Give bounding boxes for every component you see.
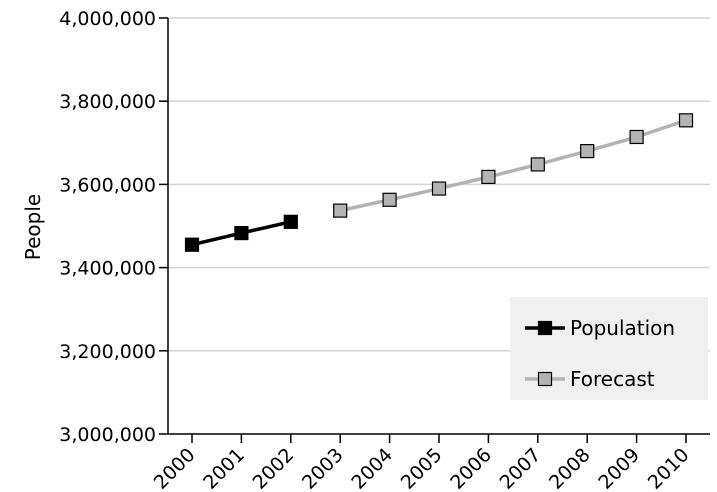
forecast-line — [339, 118, 687, 213]
legend-population-label: Population — [570, 316, 675, 340]
forecast-point — [333, 203, 348, 218]
forecast-point — [431, 181, 447, 196]
y-tick-label: 3,600,000 — [59, 174, 156, 196]
x-tick-label: 2007 — [496, 444, 546, 492]
x-tick-label: 2000 — [150, 444, 200, 492]
forecast-point — [382, 192, 397, 207]
x-tick-label: 2004 — [347, 444, 397, 492]
forecast-point — [481, 169, 496, 185]
x-tick-label: 2009 — [594, 444, 644, 492]
axes — [159, 17, 710, 443]
x-tick-label: 2002 — [249, 444, 299, 492]
x-tick-label: 2008 — [545, 444, 595, 492]
legend: Population Forecast — [510, 297, 708, 400]
y-tick-labels: 3,000,000 3,200,000 3,400,000 3,600,000 3,80… — [59, 8, 156, 446]
population-point — [283, 214, 298, 229]
forecast-point — [678, 113, 694, 128]
population-point — [184, 237, 200, 252]
x-tick-label: 2003 — [298, 444, 348, 492]
legend-forecast-marker — [537, 371, 553, 387]
y-tick-label: 4,000,000 — [59, 8, 156, 30]
y-axis-title: People — [21, 194, 45, 260]
population-point — [234, 225, 249, 241]
y-tick-label: 3,400,000 — [59, 258, 156, 280]
x-tick-label: 2010 — [644, 444, 694, 492]
forecast-point — [530, 157, 545, 172]
legend-population-marker — [537, 320, 553, 336]
y-tick-label: 3,000,000 — [59, 424, 156, 446]
forecast-point — [629, 129, 644, 145]
y-tick-label: 3,800,000 — [59, 91, 156, 113]
y-tick-label: 3,200,000 — [59, 341, 156, 363]
x-tick-labels: 2000 2001 2002 2003 2004 2005 2006 2007 2008 2009… — [150, 444, 694, 492]
forecast-point — [580, 144, 595, 159]
x-tick-label: 2006 — [446, 444, 496, 492]
x-tick-label: 2005 — [397, 444, 447, 492]
series — [184, 113, 694, 252]
legend-forecast-label: Forecast — [570, 367, 655, 391]
x-tick-label: 2001 — [199, 444, 249, 492]
